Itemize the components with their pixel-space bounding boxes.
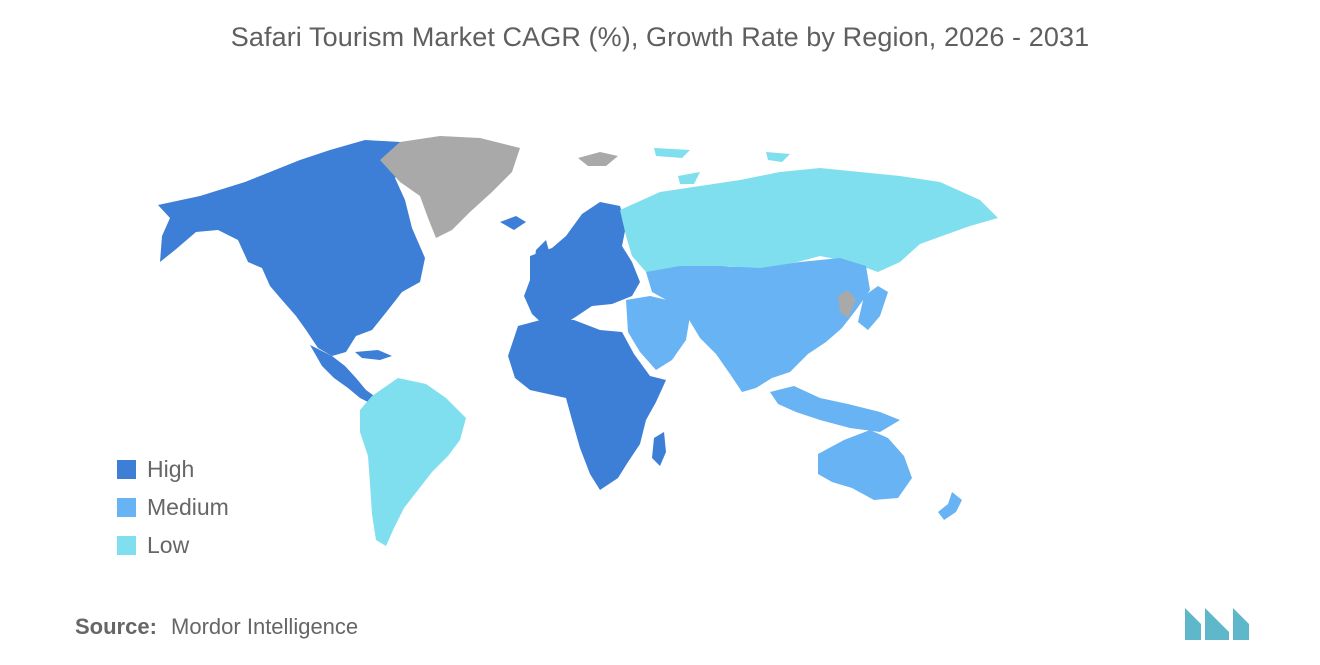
region-north-america <box>158 140 425 356</box>
region-south-america <box>360 378 466 546</box>
region-japan <box>858 286 888 330</box>
logo-svg <box>1185 608 1249 640</box>
logo-middle-mark <box>1205 608 1229 640</box>
region-australia <box>818 430 912 500</box>
legend-label-medium: Medium <box>147 493 229 520</box>
legend-swatch-low <box>117 535 136 555</box>
region-new-zealand <box>938 492 962 520</box>
mordor-intelligence-logo <box>1183 602 1251 642</box>
region-korea <box>838 290 856 318</box>
legend: High Medium Low <box>117 450 229 564</box>
legend-swatch-medium <box>117 497 136 517</box>
region-africa <box>508 318 666 490</box>
region-southeast-asia <box>770 386 900 432</box>
region-greenland <box>380 136 520 238</box>
region-caribbean <box>355 350 392 360</box>
region-madagascar <box>652 432 666 466</box>
region-europe <box>524 202 640 326</box>
logo-right-mark <box>1233 608 1249 640</box>
source-value: Mordor Intelligence <box>171 614 359 639</box>
legend-label-high: High <box>147 455 195 482</box>
region-arctic-islands <box>654 148 790 184</box>
legend-label-low: Low <box>147 531 190 558</box>
legend-item-high: High <box>117 450 229 488</box>
region-middle-east <box>626 296 690 370</box>
region-russia <box>620 168 998 272</box>
legend-item-medium: Medium <box>117 488 229 526</box>
region-asia <box>646 258 870 392</box>
region-svalbard <box>578 152 618 166</box>
legend-item-low: Low <box>117 526 229 564</box>
region-iceland <box>500 216 526 230</box>
region-uk <box>534 240 552 272</box>
legend-swatch-high <box>117 459 136 479</box>
chart-title: Safari Tourism Market CAGR (%), Growth R… <box>230 22 1090 52</box>
logo-left-mark <box>1185 608 1201 640</box>
region-central-america <box>310 345 377 404</box>
source-label: Source: <box>75 614 157 639</box>
source-line: Source: Mordor Intelligence <box>75 614 358 640</box>
